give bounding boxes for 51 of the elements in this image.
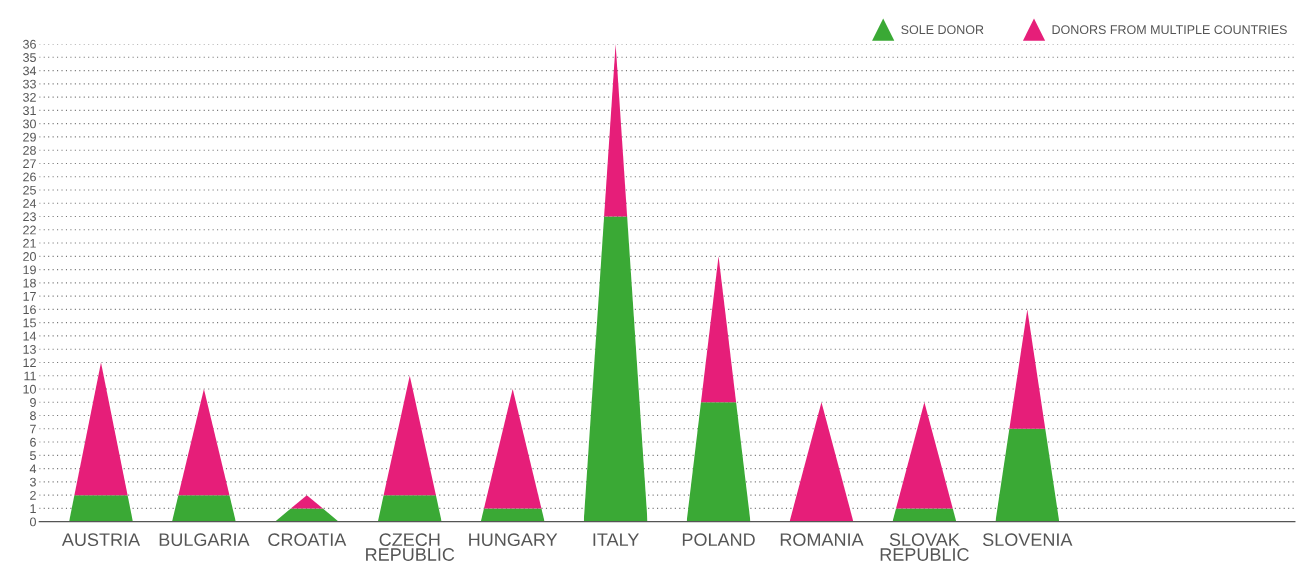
y-tick-label: 10 [23,384,36,394]
y-tick-label: 22 [23,225,36,235]
y-tick-label: 23 [23,212,36,222]
x-tick-label: CZECH REPUBLIC [366,533,455,561]
y-tick-label: 21 [23,238,36,248]
y-tick-label: 3 [29,477,36,487]
y-tick-label: 0 [30,517,36,527]
y-tick-label: 7 [30,424,36,434]
y-tick-label: 2 [30,490,36,500]
x-tick-label: SLOVAK REPUBLIC [880,533,969,561]
y-tick-label: 34 [23,66,37,76]
y-tick-label: 1 [30,504,36,513]
x-tick-label: CROATIA [268,533,347,547]
y-tick-label: 29 [23,132,36,142]
y-tick-label: 8 [30,411,36,421]
x-tick-label: ROMANIA [780,533,864,547]
x-tick-label: BULGARIA [159,533,250,547]
y-tick-label: 13 [23,344,36,354]
x-tick-label: SLOVENIA [982,533,1073,547]
y-tick-label: 12 [23,358,36,367]
y-tick-label: 24 [23,199,37,208]
legend-label: DONORS FROM MULTIPLE COUNTRIES [1052,25,1287,35]
x-tick-label: HUNGARY [469,533,558,547]
y-tick-label: 33 [23,79,36,89]
x-tick-label: ITALY [593,533,639,546]
y-tick-label: 16 [23,305,36,315]
y-tick-label: 6 [30,437,36,447]
y-tick-label: 17 [23,292,36,301]
y-tick-label: 32 [23,92,36,102]
bar [892,508,957,522]
y-tick-label: 18 [23,278,36,288]
x-tick-label: POLAND [682,533,755,547]
bar [480,508,545,522]
y-tick-label: 28 [23,145,36,155]
y-tick-label: 25 [23,185,36,195]
y-tick-label: 26 [23,172,36,182]
y-tick-label: 19 [23,265,36,275]
y-tick-label: 27 [23,159,36,168]
y-tick-label: 31 [23,106,36,116]
y-tick-label: 5 [30,451,36,460]
y-tick-label: 35 [23,53,36,62]
x-tick-label: AUSTRIA [61,533,141,547]
y-tick-label: 11 [24,371,36,381]
legend-label: SOLE DONOR [901,25,984,35]
y-tick-label: 4 [29,464,37,474]
y-tick-label: 15 [23,318,36,328]
y-tick-label: 9 [30,398,36,407]
y-tick-label: 20 [23,252,36,261]
y-tick-label: 30 [23,119,36,129]
y-tick-label: 36 [23,39,36,49]
y-tick-label: 14 [23,331,37,341]
